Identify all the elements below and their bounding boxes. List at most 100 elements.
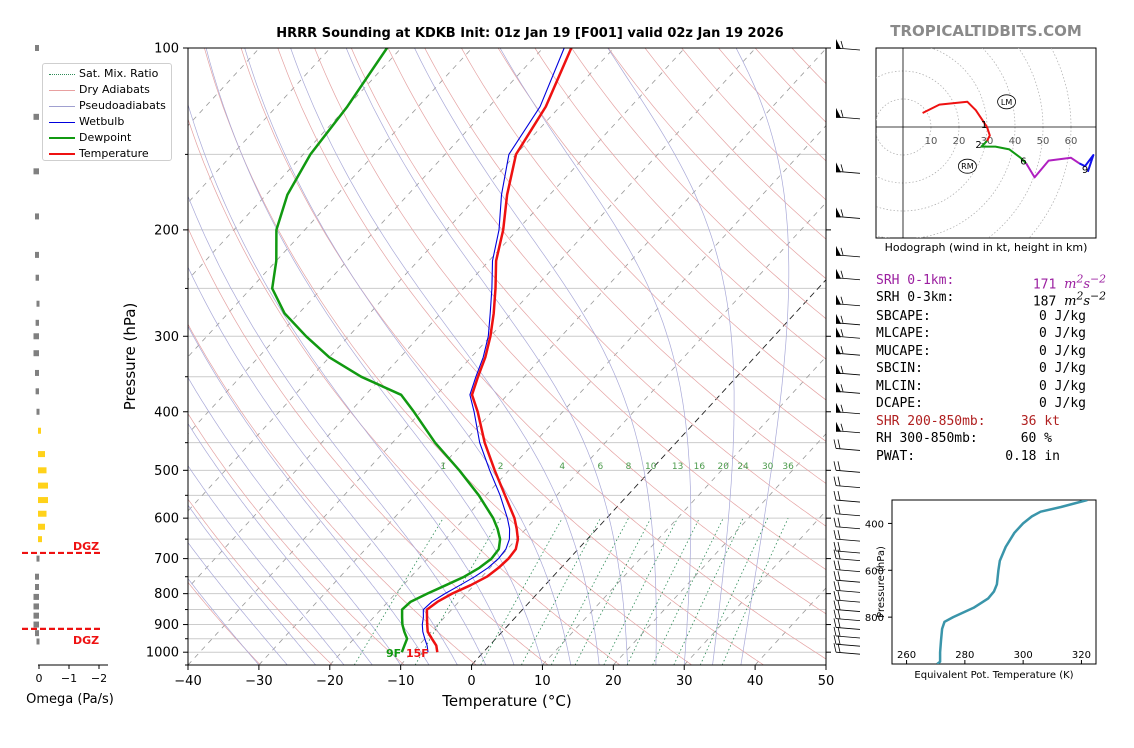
param-label: SRH 0-1km:	[876, 273, 955, 288]
legend-label: Sat. Mix. Ratio	[79, 67, 159, 80]
y-tick-label: 100	[154, 42, 179, 57]
param-dcape: DCAPE: 0 J/kg	[876, 396, 1106, 413]
wind-barb-flag	[833, 490, 837, 501]
mixing-ratio-label: 24	[737, 462, 749, 472]
hodograph-ring-label: 20	[953, 136, 966, 147]
mixing-ratio-label: 10	[645, 462, 657, 472]
wind-barb	[833, 530, 861, 542]
wind-barb-flag	[833, 549, 837, 559]
hodograph-height-label: 1	[981, 120, 987, 131]
dry-adiabat	[350, 48, 826, 571]
pseudoadiabat	[188, 504, 316, 665]
skewt-axes: −40 −30 −20 −10 0 10 20 30 40 50 100 200 300 400 500 60…	[121, 42, 834, 711]
wind-barb-flag	[833, 591, 837, 601]
legend-swatch	[49, 106, 75, 107]
wind-barb-pennant	[836, 382, 841, 393]
omega-bar	[35, 573, 39, 580]
omega-bar	[38, 510, 47, 517]
omega-bar	[33, 612, 39, 619]
wind-barb-shaft	[835, 513, 861, 517]
omega-axis-title: Omega (Pa/s)	[26, 692, 114, 707]
wind-barb-shaft	[835, 579, 861, 583]
wind-barb-flag	[833, 461, 837, 471]
wind-barb	[833, 549, 861, 562]
omega-bar	[33, 333, 39, 340]
wind-barb	[833, 560, 861, 573]
mixing-ratio-line	[721, 518, 789, 665]
legend-label: Dewpoint	[79, 131, 132, 144]
legend-item: Sat. Mix. Ratio	[43, 66, 171, 82]
wind-barb-flag	[840, 404, 844, 412]
omega-bar	[35, 388, 39, 395]
wind-barb-pennant	[836, 207, 841, 218]
param-value: 36 kt	[1020, 414, 1060, 429]
mixing-ratio-label: 6	[598, 462, 604, 472]
legend-swatch	[49, 153, 75, 155]
mixing-ratio-label: 20	[717, 462, 729, 472]
param-label: SBCIN:	[876, 361, 923, 376]
y-tick-label: 400	[154, 405, 179, 420]
wind-barb	[833, 635, 861, 647]
wind-barb	[835, 363, 861, 376]
y-tick-label: 1000	[146, 646, 179, 661]
wind-barb-flag	[837, 476, 841, 486]
x-tick-label: −40	[174, 674, 201, 689]
hodograph-height-label: 9	[1082, 165, 1088, 176]
wind-barb	[833, 439, 861, 451]
omega-bar	[35, 584, 39, 591]
mixing-ratio-label: 36	[782, 462, 794, 472]
hodograph-ring-label: 50	[1037, 136, 1050, 147]
wind-barb-shaft	[835, 569, 861, 573]
wind-barb	[835, 327, 861, 339]
pseudoadiabat	[290, 48, 600, 665]
theta-y-tick-label: 800	[865, 613, 884, 624]
pseudoadiabat	[188, 422, 373, 665]
wind-barb-flag	[833, 571, 837, 581]
mixing-ratio-line	[626, 518, 700, 665]
x-tick-label: 50	[818, 674, 835, 689]
wind-barb-pennant	[836, 363, 841, 374]
theta-y-tick-label: 600	[865, 566, 884, 577]
dry-adiabat	[204, 48, 692, 665]
chart-title: HRRR Sounding at KDKB Init: 01z Jan 19 […	[276, 26, 784, 41]
storm-motion-label: LM	[1001, 98, 1012, 107]
wind-barb	[835, 313, 861, 326]
wind-barb-shaft	[835, 627, 861, 630]
wind-barb	[833, 571, 861, 583]
chart-legend: Sat. Mix. Ratio Dry Adiabats Pseudoadiab…	[42, 63, 172, 161]
omega-bar	[33, 168, 39, 175]
surface-dewpoint-label: 9F	[386, 647, 402, 660]
wind-barb	[835, 402, 861, 415]
param-mlcape: MLCAPE: 0 J/kg	[876, 326, 1106, 343]
param-label: PWAT:	[876, 449, 916, 464]
dry-adiabat	[461, 48, 826, 442]
dry-adiabat	[387, 48, 826, 527]
pseudoadiabat	[188, 195, 487, 665]
wind-barb-flag	[837, 517, 841, 527]
omega-tick-label: 0	[36, 672, 43, 685]
omega-bar	[35, 369, 39, 376]
wind-barb-flag	[840, 296, 844, 304]
param-label: DCAPE:	[876, 396, 923, 411]
hodograph-ring-label: 40	[1009, 136, 1022, 147]
param-unit: m2s−2	[1064, 290, 1106, 310]
wind-barb-flag	[833, 626, 837, 637]
y-tick-label: 900	[154, 618, 179, 633]
wind-barb	[833, 517, 861, 530]
wind-barb-shaft	[835, 651, 861, 655]
mixing-ratio-label: 30	[762, 462, 774, 472]
wind-barb-flag	[833, 618, 837, 628]
x-tick-label: −10	[387, 674, 414, 689]
wind-barb-shaft	[835, 643, 861, 647]
legend-label: Temperature	[79, 147, 149, 160]
surface-temperature-label: 15F	[406, 647, 429, 660]
wind-barb	[833, 600, 861, 612]
site-brand: TROPICALTIDBITS.COM	[890, 22, 1082, 40]
wind-barb-pennant	[836, 39, 841, 49]
param-srh-0-3km: SRH 0-3km: 187 m2s−2	[876, 290, 1106, 310]
legend-item: Pseudoadiabats	[43, 98, 171, 114]
omega-bar	[36, 300, 40, 307]
wind-barb	[833, 626, 861, 639]
param-sbcape: SBCAPE: 0 J/kg	[876, 309, 1106, 326]
